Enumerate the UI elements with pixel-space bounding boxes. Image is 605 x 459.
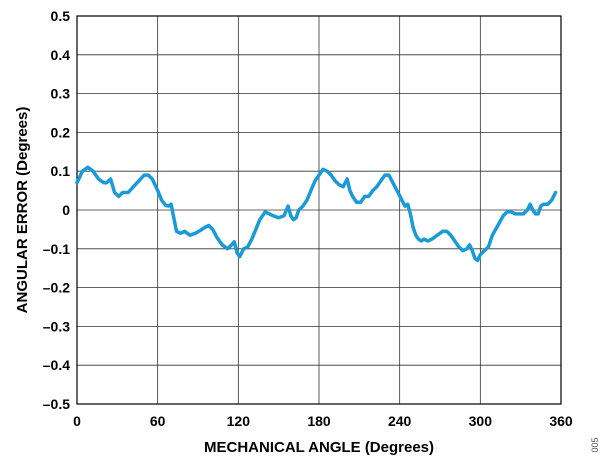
figure-id: 005 (590, 437, 600, 452)
x-tick-label: 240 (388, 413, 412, 429)
x-tick-label: 0 (73, 413, 81, 429)
x-tick-label: 60 (150, 413, 166, 429)
y-tick-label: 0.1 (51, 163, 71, 179)
plot-frame (76, 15, 562, 405)
y-tick-label: –0.2 (43, 280, 70, 296)
y-tick-label: –0.3 (43, 318, 70, 334)
x-axis-title: MECHANICAL ANGLE (Degrees) (204, 439, 434, 456)
x-tick-label: 360 (549, 413, 573, 429)
y-axis-title: ANGULAR ERROR (Degrees) (14, 107, 31, 314)
y-tick-label: 0 (62, 202, 70, 218)
angular-error-series-line (75, 165, 558, 263)
y-tick-label: 0.5 (51, 8, 71, 24)
y-tick-label: 0.2 (51, 124, 71, 140)
y-tick-label: 0.4 (51, 47, 71, 63)
grid-lines (76, 15, 562, 405)
y-tick-label: 0.3 (51, 86, 71, 102)
y-tick-label: –0.4 (43, 357, 70, 373)
x-tick-label: 120 (227, 413, 251, 429)
x-tick-label: 300 (469, 413, 493, 429)
y-tick-label: –0.5 (43, 396, 70, 412)
y-tick-label: –0.1 (43, 241, 70, 257)
x-tick-label: 180 (307, 413, 331, 429)
y-axis-tick-labels: 0.5 0.4 0.3 0.2 0.1 0 –0.1 –0.2 –0.3 –0.4 –0.5 (43, 8, 70, 412)
x-axis-tick-labels: 0 60 120 180 240 300 360 (73, 413, 573, 429)
